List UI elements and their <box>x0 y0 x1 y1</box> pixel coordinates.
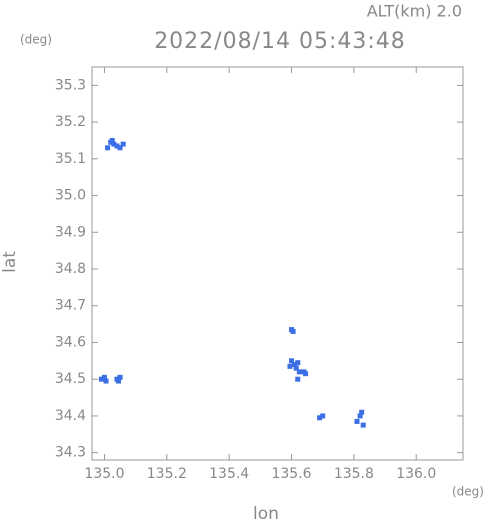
x-tick-label: 135.6 <box>271 466 311 482</box>
y-tick-label: 35.1 <box>55 151 86 167</box>
altitude-label: ALT(km) 2.0 <box>367 2 462 21</box>
x-tick-label: 135.2 <box>147 466 187 482</box>
echo-point <box>360 422 366 428</box>
echo-point <box>105 145 111 151</box>
y-tick-label: 34.5 <box>55 371 86 387</box>
echo-point <box>120 141 126 147</box>
echo-point <box>117 145 123 151</box>
echo-point <box>117 374 123 380</box>
echo-point <box>114 143 120 149</box>
chart-title: 2022/08/14 05:43:48 <box>154 29 406 54</box>
echo-point <box>359 409 365 415</box>
echo-point <box>354 418 360 424</box>
echo-point <box>101 374 107 380</box>
echo-point <box>295 360 301 366</box>
y-unit: (deg) <box>20 33 52 47</box>
x-unit: (deg) <box>452 485 484 499</box>
y-tick-label: 35.3 <box>55 77 86 93</box>
echo-point <box>111 141 117 147</box>
y-tick-label: 34.8 <box>55 261 86 277</box>
y-tick-label: 34.4 <box>55 408 86 424</box>
echo-point <box>103 378 109 384</box>
echo-point <box>295 376 301 382</box>
x-axis-label: lon <box>253 504 279 521</box>
x-tick-label: 135.8 <box>334 466 374 482</box>
echo-point <box>290 328 296 334</box>
y-tick-label: 35.2 <box>55 114 86 130</box>
echo-point <box>292 362 298 368</box>
echo-point <box>303 371 309 377</box>
y-tick-label: 34.3 <box>55 445 86 461</box>
x-tick-label: 136.0 <box>396 466 436 482</box>
x-tick-label: 135.4 <box>209 466 249 482</box>
echo-point <box>293 365 299 371</box>
y-tick-label: 34.9 <box>55 224 86 240</box>
echo-point <box>357 413 363 419</box>
plot-frame <box>91 66 464 461</box>
echo-point <box>116 378 121 384</box>
echo-point <box>296 369 302 375</box>
y-axis-label: lat <box>0 251 20 273</box>
echo-point <box>109 137 115 143</box>
echo-point <box>317 415 323 421</box>
y-tick-label: 34.6 <box>55 334 86 350</box>
x-tick-label: 135.0 <box>84 466 124 482</box>
echo-point <box>98 376 104 382</box>
y-tick-label: 35.0 <box>55 188 86 204</box>
echo-point <box>320 413 326 419</box>
y-tick-label: 34.7 <box>55 298 86 314</box>
echo-point <box>287 363 293 369</box>
echo-point <box>289 358 295 364</box>
